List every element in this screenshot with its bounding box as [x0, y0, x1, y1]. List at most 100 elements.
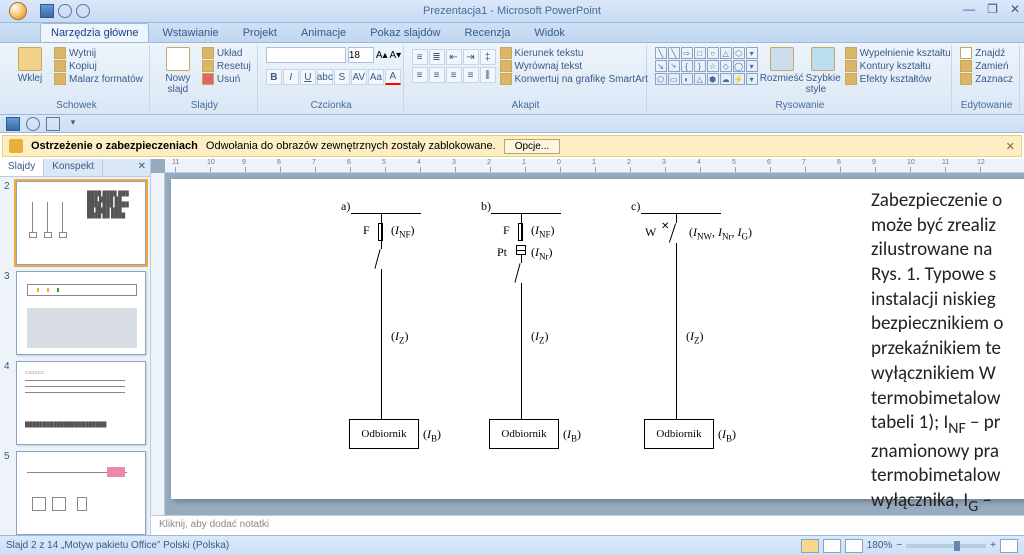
sidetab-close[interactable]: ✕ [134, 159, 150, 176]
find-button[interactable]: Znajdź [960, 47, 1013, 59]
justify-button[interactable]: ≡ [463, 67, 479, 83]
font-color-button[interactable]: A [385, 69, 401, 85]
layout-icon [202, 47, 214, 59]
thumb-3[interactable]: 3 [4, 271, 146, 355]
line [676, 213, 677, 223]
thumbnails[interactable]: 2 ████ ████ ██████ ████ ██████ ███ █████… [0, 177, 150, 535]
slide-canvas[interactable]: a) F (INF) (IZ) Odbiornik (IB) [171, 179, 1024, 499]
line [676, 243, 677, 419]
group-paragraph: ≡ ≣ ⇤ ⇥ ‡ ≡ ≡ ≡ ≡ ⫼ Kierunek tekstu Wyró… [406, 45, 647, 112]
align-text-button[interactable]: Wyrównaj tekst [500, 60, 648, 72]
strike-button[interactable]: abc [317, 69, 333, 85]
spell-icon[interactable] [46, 117, 60, 131]
security-options-button[interactable]: Opcje... [504, 139, 560, 154]
thumb-5[interactable]: 5 [4, 451, 146, 535]
zoom-out-button[interactable]: − [896, 540, 902, 551]
line-spacing-button[interactable]: ‡ [480, 49, 496, 65]
bullets-button[interactable]: ≡ [412, 49, 428, 65]
tab-animations[interactable]: Animacje [290, 23, 357, 42]
save-icon[interactable] [40, 4, 54, 18]
undo-icon[interactable] [58, 4, 72, 18]
thumb-3-num: 3 [4, 271, 12, 355]
text-direction-button[interactable]: Kierunek tekstu [500, 47, 648, 59]
shield-icon [9, 139, 23, 153]
underline-button[interactable]: U [300, 69, 316, 85]
sidetab-slides[interactable]: Slajdy [0, 159, 44, 176]
replace-icon [960, 60, 972, 72]
outline-icon [845, 60, 857, 72]
indent-dec-button[interactable]: ⇤ [446, 49, 462, 65]
shrink-font-icon[interactable]: A▾ [390, 50, 402, 61]
layout-label: Układ [217, 48, 243, 59]
delete-label: Usuń [217, 74, 240, 85]
tab-insert[interactable]: Wstawianie [151, 23, 229, 42]
shadow-button[interactable]: S [334, 69, 350, 85]
bold-button[interactable]: B [266, 69, 282, 85]
close-button[interactable]: ✕ [1010, 2, 1020, 16]
zoom-slider[interactable] [906, 544, 986, 548]
delete-button[interactable]: Usuń [202, 73, 251, 85]
align-text-icon [500, 60, 512, 72]
minimize-button[interactable]: — [963, 2, 975, 16]
slide-text[interactable]: Zabezpieczenie omoże być zrealizzilustro… [871, 189, 1024, 515]
param-ib-a: (IB) [423, 427, 441, 443]
painter-button[interactable]: Malarz formatów [54, 73, 143, 85]
label-F-a: F [363, 223, 370, 238]
reset-button[interactable]: Resetuj [202, 60, 251, 72]
copy-button[interactable]: Kopiuj [54, 60, 143, 72]
notes-pane[interactable]: Kliknij, aby dodać notatki [151, 515, 1024, 535]
tab-home[interactable]: Narzędzia główne [40, 23, 149, 42]
param-iz-a: (IZ) [391, 329, 409, 345]
label-b: b) [481, 199, 491, 214]
undo-icon-2[interactable] [26, 117, 40, 131]
dropdown-icon[interactable]: ▾ [66, 117, 80, 131]
shapes-gallery[interactable]: ╲╲⇨□○△⬡▾ ↘⤷{}☆◇◯▾ ⬠▭◐△⬢☁⚡▾ [655, 47, 758, 85]
save-icon-2[interactable] [6, 117, 20, 131]
line [521, 223, 522, 241]
spacing-button[interactable]: AV [351, 69, 367, 85]
layout-button[interactable]: Układ [202, 47, 251, 59]
shape-fill-button[interactable]: Wypełnienie kształtu [845, 47, 951, 59]
zoom-in-button[interactable]: + [990, 540, 996, 551]
security-close-button[interactable]: ✕ [1006, 140, 1015, 153]
view-show-button[interactable] [845, 539, 863, 553]
canvas-scroll[interactable]: a) F (INF) (IZ) Odbiornik (IB) [165, 173, 1024, 515]
case-button[interactable]: Aa [368, 69, 384, 85]
font-size-input[interactable] [348, 47, 374, 63]
copy-icon [54, 60, 66, 72]
replace-button[interactable]: Zamień [960, 60, 1013, 72]
indent-inc-button[interactable]: ⇥ [463, 49, 479, 65]
odbiornik-c: Odbiornik [644, 419, 714, 449]
columns-button[interactable]: ⫼ [480, 67, 496, 83]
tab-slideshow[interactable]: Pokaz slajdów [359, 23, 451, 42]
shape-effects-button[interactable]: Efekty kształtów [845, 73, 951, 85]
sidetab-outline[interactable]: Konspekt [44, 159, 103, 176]
new-slide-button[interactable]: Nowy slajd [158, 47, 198, 95]
numbering-button[interactable]: ≣ [429, 49, 445, 65]
maximize-button[interactable]: ❐ [987, 2, 998, 16]
thumb-2[interactable]: 2 ████ ████ ██████ ████ ██████ ███ █████… [4, 181, 146, 265]
view-sorter-button[interactable] [823, 539, 841, 553]
tab-view[interactable]: Widok [523, 23, 576, 42]
italic-button[interactable]: I [283, 69, 299, 85]
font-family-input[interactable] [266, 47, 346, 63]
tab-design[interactable]: Projekt [232, 23, 288, 42]
thumb-4[interactable]: 4 ▭▭▭▭ ███████████████████████ [4, 361, 146, 445]
redo-icon[interactable] [76, 4, 90, 18]
select-button[interactable]: Zaznacz [960, 73, 1013, 85]
quick-styles-button[interactable]: Szybkie style [806, 47, 841, 95]
paste-button[interactable]: Wklej [10, 47, 50, 84]
shape-outline-button[interactable]: Kontury kształtu [845, 60, 951, 72]
fit-button[interactable] [1000, 539, 1018, 553]
cut-button[interactable]: Wytnij [54, 47, 143, 59]
smartart-button[interactable]: Konwertuj na grafikę SmartArt [500, 73, 648, 85]
align-center-button[interactable]: ≡ [429, 67, 445, 83]
tab-review[interactable]: Recenzja [454, 23, 522, 42]
align-left-button[interactable]: ≡ [412, 67, 428, 83]
align-right-button[interactable]: ≡ [446, 67, 462, 83]
group-slides-label: Slajdy [158, 100, 251, 112]
office-button[interactable] [0, 0, 36, 23]
grow-font-icon[interactable]: A▴ [376, 50, 388, 61]
view-normal-button[interactable] [801, 539, 819, 553]
arrange-button[interactable]: Rozmieść [762, 47, 802, 84]
